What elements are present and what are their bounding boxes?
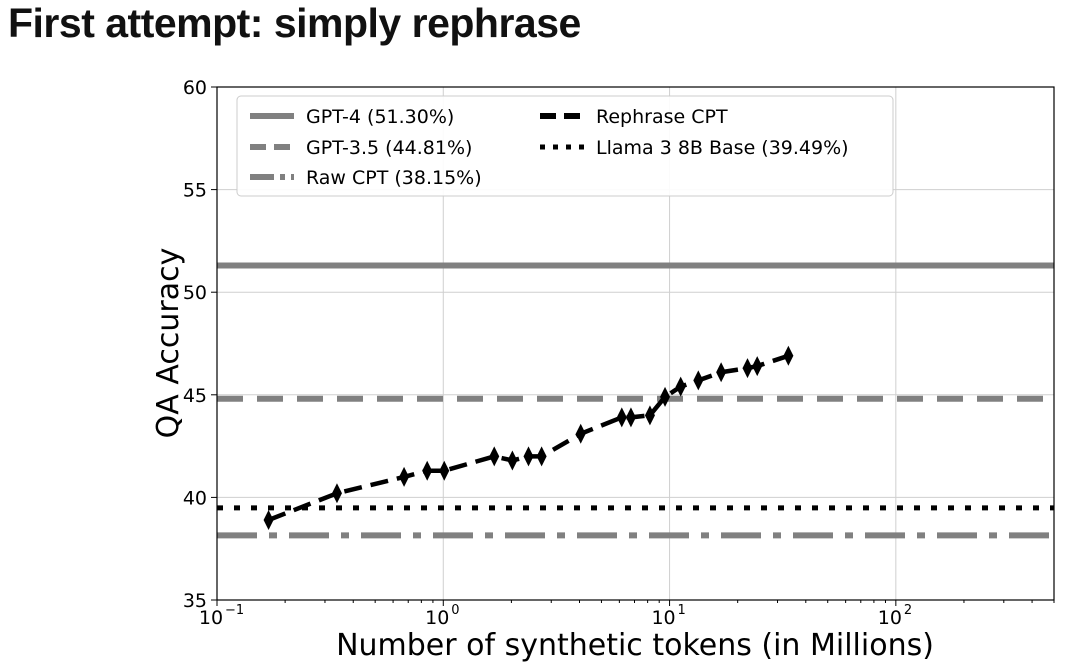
x-tick-label: 10 <box>878 607 902 629</box>
y-tick-label: 35 <box>183 590 207 612</box>
data-point <box>536 446 547 467</box>
y-tick-label: 40 <box>183 487 207 509</box>
y-axis-label: QA Accuracy <box>151 248 186 439</box>
data-point <box>263 509 274 530</box>
data-point <box>625 407 636 428</box>
data-point <box>331 483 342 504</box>
x-tick-label-exponent: 1 <box>678 603 686 618</box>
legend-label: GPT-4 (51.30%) <box>306 106 454 128</box>
x-tick-label-exponent: −1 <box>225 603 244 618</box>
legend: GPT-4 (51.30%) GPT-3.5 (44.81%) Raw CPT (3… <box>236 95 894 197</box>
legend-label: Llama 3 8B Base (39.49%) <box>596 137 849 159</box>
slide-title: First attempt: simply rephrase <box>8 0 581 46</box>
data-point <box>752 356 763 377</box>
data-point <box>660 386 671 407</box>
x-tick-label: 10 <box>199 607 223 629</box>
legend-label: GPT-3.5 (44.81%) <box>306 137 472 159</box>
x-tick-label-exponent: 0 <box>451 603 459 618</box>
data-point <box>693 370 704 391</box>
data-point <box>575 423 586 444</box>
data-point <box>644 405 655 426</box>
data-point <box>439 460 450 481</box>
data-point <box>399 466 410 487</box>
data-point <box>716 362 727 383</box>
x-tick-label: 10 <box>425 607 449 629</box>
legend-box <box>236 95 894 197</box>
x-tick-label-exponent: 2 <box>904 603 912 618</box>
y-tick-label: 50 <box>183 282 207 304</box>
y-tick-label: 45 <box>183 385 207 407</box>
plot-frame <box>216 86 1055 601</box>
data-point <box>783 345 794 366</box>
y-tick-label: 60 <box>183 77 207 99</box>
data-point <box>507 450 518 471</box>
y-tick-label: 55 <box>183 180 207 202</box>
data-point <box>523 446 534 467</box>
data-point <box>489 446 500 467</box>
legend-label: Raw CPT (38.15%) <box>306 167 482 189</box>
x-axis-label: Number of synthetic tokens (in Millions) <box>336 628 934 663</box>
series-line-rephrase-cpt <box>267 353 790 523</box>
data-point <box>616 407 627 428</box>
data-point <box>742 358 753 379</box>
data-point <box>422 460 433 481</box>
data-point <box>675 376 686 397</box>
x-tick-label: 10 <box>651 607 675 629</box>
legend-label: Rephrase CPT <box>596 106 728 128</box>
